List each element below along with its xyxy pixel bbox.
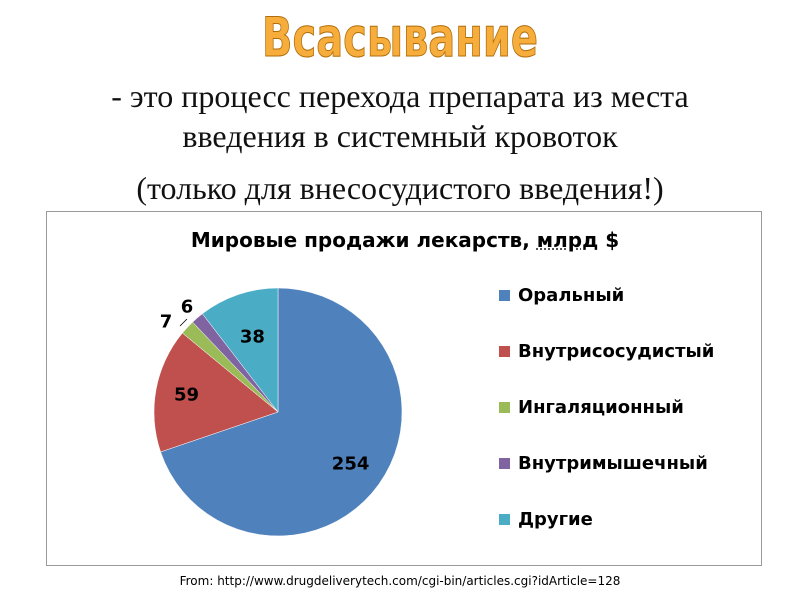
chart-title-unit-abbr: млрд xyxy=(536,228,599,252)
data-label-4: 6 xyxy=(181,297,194,318)
pie-chart: Мировые продажи лекарств, млрд $ 254 59 7 6… xyxy=(46,211,762,566)
slide-subtitle-line-3: (только для внесосудистого введения!) xyxy=(136,170,664,206)
legend-swatch-5 xyxy=(499,514,510,525)
slide-subtitle-line-1: - это процесс перехода препарата из мест… xyxy=(111,78,689,114)
legend-swatch-4 xyxy=(499,458,510,469)
legend-label-3: Ингаляционный xyxy=(518,397,684,418)
legend-label-2: Внутрисосудистый xyxy=(518,341,715,362)
source-footer: From: http://www.drugdeliverytech.com/cg… xyxy=(179,574,621,588)
slide-title: Всасывание xyxy=(262,6,539,70)
legend-swatch-1 xyxy=(499,290,510,301)
data-label-2: 59 xyxy=(174,385,199,406)
pie-slice-2 xyxy=(153,332,279,453)
pie-slice-1 xyxy=(160,287,403,537)
data-label-1: 254 xyxy=(332,453,370,474)
pie-slice-5 xyxy=(202,287,279,413)
legend-swatch-3 xyxy=(499,402,510,413)
legend-label-4: Внутримышечный xyxy=(518,453,708,474)
legend-swatch-2 xyxy=(499,346,510,357)
data-label-5: 38 xyxy=(240,326,265,347)
legend-label-1: Оральный xyxy=(518,285,625,306)
slide-subtitle-line-2: введения в системный кровоток xyxy=(182,118,618,154)
chart-title: Мировые продажи лекарств, млрд $ xyxy=(47,228,763,252)
chart-title-currency: $ xyxy=(598,228,620,252)
leader-line-3 xyxy=(179,318,188,327)
data-label-3: 7 xyxy=(160,312,173,333)
chart-title-text: Мировые продажи лекарств, xyxy=(190,228,537,252)
legend-label-5: Другие xyxy=(518,509,593,530)
pie-chart-plot: 254 59 76 38 xyxy=(153,287,403,537)
